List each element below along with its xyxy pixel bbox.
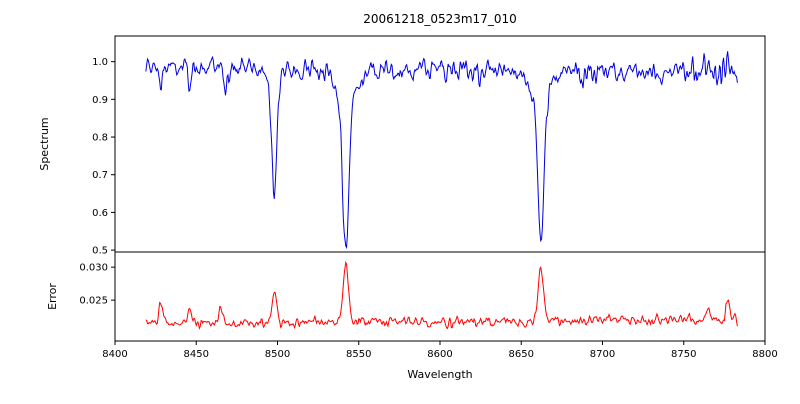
panel-border-error — [114, 251, 766, 342]
x-tick-label: 8550 — [346, 349, 371, 360]
y-tick-label: 0.030 — [79, 263, 108, 274]
y-tick-label: 0.5 — [92, 246, 108, 257]
error-line — [145, 260, 738, 330]
y-tick-label: 0.9 — [92, 95, 108, 106]
x-tick-label: 8400 — [102, 349, 127, 360]
plot-title: 20061218_0523m17_010 — [363, 12, 517, 26]
y-tick-label: 0.6 — [92, 208, 108, 219]
y-tick-label: 1.0 — [92, 57, 108, 68]
x-tick-label: 8800 — [752, 349, 777, 360]
y-tick-label: 0.8 — [92, 133, 108, 144]
x-tick-label: 8650 — [509, 349, 534, 360]
x-tick-label: 8500 — [265, 349, 290, 360]
panel-border-spectrum — [114, 35, 766, 253]
x-tick-label: 8750 — [671, 349, 696, 360]
spectrum-line — [145, 51, 738, 250]
x-axis-label: Wavelength — [407, 368, 472, 381]
y-axis-label-error: Error — [46, 283, 59, 310]
x-tick-label: 8450 — [184, 349, 209, 360]
x-tick-label: 8600 — [427, 349, 452, 360]
y-tick-label: 0.7 — [92, 170, 108, 181]
y-axis-label-spectrum: Spectrum — [38, 117, 51, 170]
x-tick-label: 8700 — [590, 349, 615, 360]
y-tick-label: 0.025 — [79, 296, 108, 307]
